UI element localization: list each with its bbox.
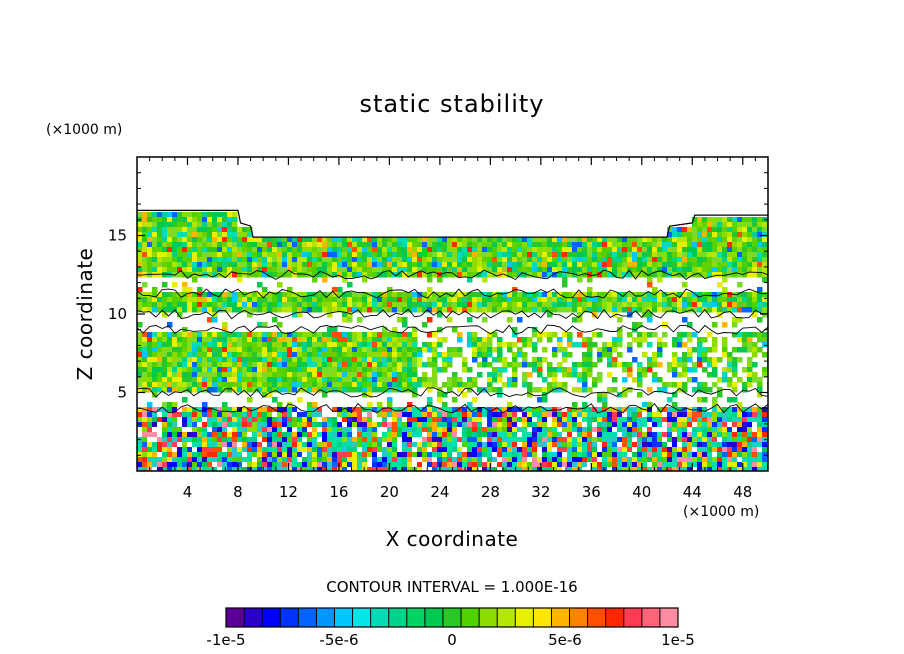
x-tick-label: 48 [733, 483, 752, 501]
colorbar-swatch [461, 608, 480, 627]
contour-interval-note: CONTOUR INTERVAL = 1.000E-16 [326, 578, 577, 596]
colorbar-tick-label: -1e-5 [206, 631, 245, 649]
colorbar-swatch [551, 608, 570, 627]
x-axis-multiplier: (×1000 m) [683, 504, 759, 520]
x-tick-label: 28 [481, 483, 500, 501]
colorbar-swatch [370, 608, 390, 627]
colorbar-swatch [479, 608, 498, 627]
colorbar-swatch [280, 608, 299, 627]
x-tick-label: 20 [380, 483, 399, 501]
y-tick-label: 15 [108, 227, 127, 245]
x-axis-ticks: 4 8 12 16 20 24 28 32 36 40 44 48 [149, 157, 756, 501]
colorbar-swatch [334, 608, 353, 627]
colorbar-ticks: -1e-5 -5e-6 0 5e-6 1e-5 [206, 631, 694, 649]
colorbar-swatch [659, 608, 679, 627]
y-axis-multiplier: (×1000 m) [46, 122, 122, 138]
colorbar-swatch [533, 608, 552, 627]
colorbar-swatch [641, 608, 661, 627]
x-tick-label: 36 [582, 483, 601, 501]
contour-lines [137, 209, 768, 414]
colorbar-swatch [497, 608, 516, 627]
x-tick-label: 4 [183, 483, 193, 501]
colorbar-swatch [244, 608, 263, 627]
colorbar-swatch [226, 608, 245, 627]
colorbar-tick-label: -5e-6 [319, 631, 358, 649]
colorbar-swatch [605, 608, 625, 627]
colorbar-swatch [262, 608, 281, 627]
colorbar-tick-label: 1e-5 [661, 631, 695, 649]
x-tick-label: 16 [329, 483, 348, 501]
x-tick-label: 24 [430, 483, 449, 501]
chart-title: static stability [360, 90, 545, 118]
x-tick-label: 8 [233, 483, 243, 501]
x-tick-label: 40 [632, 483, 651, 501]
colorbar-tick-label: 0 [447, 631, 457, 649]
colorbar-swatch [406, 608, 426, 627]
colorbar-swatch [352, 608, 371, 627]
colorbar-tick-label: 5e-6 [548, 631, 582, 649]
colorbar-swatch [316, 608, 335, 627]
y-axis-label: Z coordinate [73, 248, 97, 381]
stability-field [137, 212, 768, 471]
x-axis-label: X coordinate [386, 527, 519, 551]
y-axis-ticks: 5 10 15 [108, 172, 768, 456]
colorbar-swatch [298, 608, 317, 627]
colorbar-frame [225, 607, 679, 628]
colorbar-swatch [388, 608, 408, 627]
y-tick-label: 5 [117, 384, 127, 402]
x-tick-label: 12 [279, 483, 298, 501]
colorbar-swatch [442, 608, 462, 627]
colorbar [225, 607, 679, 628]
x-tick-label: 32 [531, 483, 550, 501]
y-tick-label: 10 [108, 305, 127, 323]
colorbar-swatch [623, 608, 643, 627]
colorbar-swatch [424, 608, 444, 627]
x-tick-label: 44 [683, 483, 702, 501]
colorbar-swatch [587, 608, 606, 627]
colorbar-swatch [515, 608, 534, 627]
colorbar-swatch [569, 608, 588, 627]
